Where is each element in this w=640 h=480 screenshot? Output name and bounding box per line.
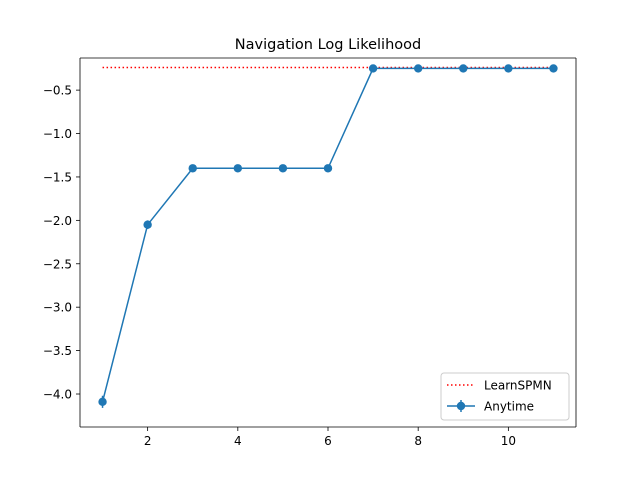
- legend-entry-anytime: Anytime: [447, 400, 534, 414]
- y-tick-label: −3.0: [43, 301, 72, 315]
- series-anytime: [98, 64, 558, 408]
- y-tick-label: −0.5: [43, 84, 72, 98]
- plot-area: [79, 57, 577, 428]
- legend-label: Anytime: [484, 400, 534, 414]
- data-point: [143, 220, 152, 229]
- legend-marker: [456, 401, 466, 411]
- x-tick-label: 2: [144, 434, 152, 448]
- data-point: [233, 164, 243, 173]
- data-point: [504, 64, 513, 73]
- x-tick-label: 10: [501, 434, 516, 448]
- legend-entry-learnspmn: LearnSPMN: [447, 379, 552, 393]
- chart-title: Navigation Log Likelihood: [235, 37, 421, 53]
- data-point: [323, 164, 333, 173]
- data-point: [368, 64, 378, 73]
- x-tick-label: 6: [324, 434, 332, 448]
- legend: LearnSPMN Anytime: [440, 372, 570, 421]
- x-axis: 2 4 6 8 10: [144, 427, 516, 448]
- data-point: [278, 164, 288, 173]
- legend-label: LearnSPMN: [484, 379, 552, 393]
- data-point: [98, 397, 107, 407]
- y-tick-label: −1.5: [43, 170, 72, 184]
- y-axis: −4.0 −3.5 −3.0 −2.5 −2.0 −1.5 −1.0 −0.5: [43, 84, 80, 402]
- y-tick-label: −2.0: [43, 214, 72, 228]
- y-tick-label: −1.0: [43, 127, 72, 141]
- y-tick-label: −4.0: [43, 388, 72, 402]
- data-point: [459, 64, 468, 73]
- axes-frame: [79, 57, 577, 428]
- x-tick-label: 4: [234, 434, 242, 448]
- data-point: [413, 64, 423, 73]
- y-tick-label: −3.5: [43, 344, 72, 358]
- data-point: [549, 64, 558, 73]
- legend-box: [440, 372, 570, 421]
- y-tick-label: −2.5: [43, 257, 72, 271]
- data-point: [188, 164, 197, 173]
- x-tick-label: 8: [414, 434, 422, 448]
